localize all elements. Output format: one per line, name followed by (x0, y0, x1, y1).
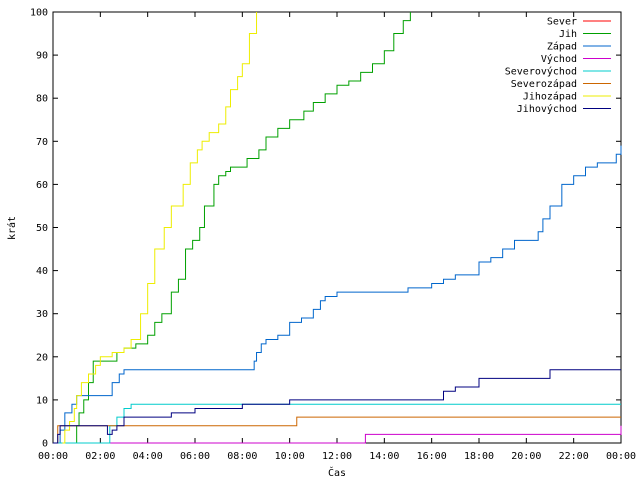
x-tick-label: 02:00 (85, 451, 115, 462)
legend-label: Západ (547, 41, 577, 53)
y-tick-label: 10 (36, 395, 48, 406)
x-tick-label: 16:00 (417, 451, 447, 462)
series-line-2 (53, 145, 622, 444)
legend-label: Jihozápad (523, 91, 577, 103)
x-tick-label: 22:00 (559, 451, 589, 462)
y-tick-label: 60 (36, 180, 48, 191)
legend-label: Jih (559, 29, 577, 40)
series-line-7 (53, 369, 621, 444)
x-tick-label: 04:00 (133, 451, 163, 462)
legend-label: Severozápad (511, 78, 577, 90)
legend-label: Jihovýchod (517, 103, 577, 115)
legend-label: Sever (547, 17, 577, 28)
y-tick-label: 40 (36, 266, 48, 277)
legend-label: Východ (541, 53, 577, 65)
y-axis-label: krát (6, 216, 18, 240)
x-tick-label: 10:00 (275, 451, 305, 462)
y-tick-label: 0 (42, 439, 48, 450)
y-tick-label: 20 (36, 352, 48, 363)
x-tick-label: 06:00 (180, 451, 210, 462)
x-tick-label: 08:00 (227, 451, 257, 462)
y-tick-label: 90 (36, 51, 48, 62)
x-axis-label: Čas (328, 466, 346, 479)
x-tick-label: 18:00 (464, 451, 494, 462)
x-tick-label: 00:00 (606, 451, 636, 462)
x-tick-label: 14:00 (369, 451, 399, 462)
legend-label: Severovýchod (505, 66, 577, 78)
series-line-4 (53, 403, 621, 444)
y-tick-label: 100 (30, 8, 48, 19)
x-tick-label: 00:00 (38, 451, 68, 462)
y-tick-label: 80 (36, 94, 48, 105)
series-line-1 (74, 12, 411, 444)
series-line-3 (53, 425, 622, 444)
x-tick-label: 12:00 (322, 451, 352, 462)
y-tick-label: 50 (36, 223, 48, 234)
series-layer (53, 12, 622, 444)
series-line-6 (62, 12, 258, 444)
legend: SeverJihZápadVýchodSeverovýchodSeverozáp… (505, 17, 611, 115)
x-tick-label: 20:00 (511, 451, 541, 462)
y-tick-label: 30 (36, 309, 48, 320)
y-tick-label: 70 (36, 137, 48, 148)
